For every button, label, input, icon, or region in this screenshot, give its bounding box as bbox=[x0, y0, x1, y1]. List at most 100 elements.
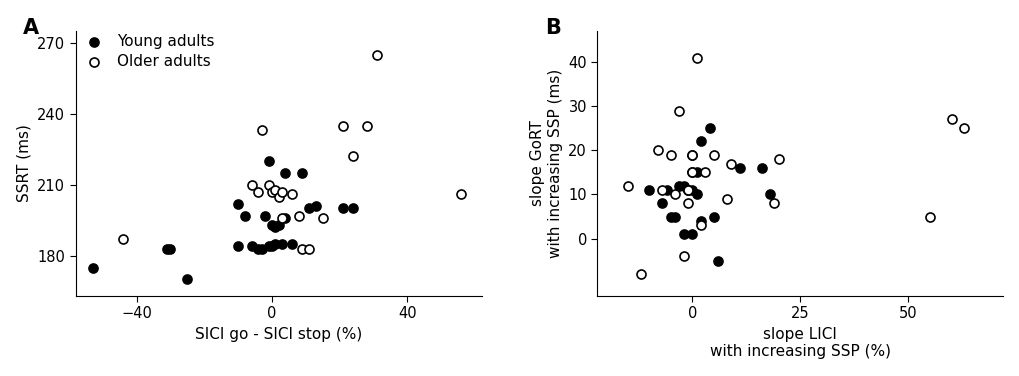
Point bbox=[244, 243, 260, 249]
Point bbox=[657, 187, 674, 193]
Point bbox=[314, 215, 330, 221]
Point bbox=[662, 214, 679, 220]
Point bbox=[257, 212, 273, 218]
Point bbox=[641, 187, 657, 193]
Point bbox=[765, 200, 782, 206]
Point bbox=[277, 215, 293, 221]
Point bbox=[267, 186, 283, 193]
Point bbox=[705, 214, 721, 220]
Point bbox=[270, 194, 286, 200]
Point bbox=[293, 246, 310, 252]
Point bbox=[688, 191, 704, 197]
Point bbox=[680, 200, 696, 206]
Point bbox=[684, 169, 700, 175]
Point bbox=[274, 189, 290, 195]
Point bbox=[705, 152, 721, 158]
Point bbox=[680, 187, 696, 193]
Point bbox=[671, 108, 687, 114]
Point bbox=[267, 224, 283, 230]
Point bbox=[254, 127, 270, 133]
Point bbox=[260, 158, 276, 164]
Point bbox=[179, 276, 196, 282]
Y-axis label: SSRT (ms): SSRT (ms) bbox=[16, 124, 32, 203]
Point bbox=[666, 214, 683, 220]
Point bbox=[264, 243, 280, 249]
Text: A: A bbox=[23, 18, 39, 38]
Point bbox=[250, 246, 266, 252]
Point bbox=[344, 153, 361, 159]
Point bbox=[452, 191, 469, 197]
Point bbox=[684, 152, 700, 158]
Point bbox=[770, 156, 787, 162]
Point bbox=[675, 231, 691, 237]
Point bbox=[675, 183, 691, 189]
Point bbox=[284, 241, 301, 247]
Point bbox=[301, 205, 317, 211]
Point bbox=[680, 187, 696, 193]
Point bbox=[368, 52, 384, 58]
Point bbox=[701, 125, 717, 131]
Point bbox=[308, 203, 324, 209]
Point bbox=[277, 170, 293, 176]
Point bbox=[159, 246, 175, 252]
Point bbox=[115, 236, 131, 242]
Point bbox=[85, 265, 101, 271]
Point bbox=[264, 189, 280, 195]
Point bbox=[284, 191, 301, 197]
Text: B: B bbox=[544, 18, 560, 38]
Point bbox=[244, 182, 260, 188]
Legend: Young adults, Older adults: Young adults, Older adults bbox=[78, 34, 214, 69]
X-axis label: SICI go - SICI stop (%): SICI go - SICI stop (%) bbox=[195, 327, 362, 342]
Point bbox=[293, 170, 310, 176]
Point bbox=[921, 214, 937, 220]
Point bbox=[709, 258, 726, 264]
Point bbox=[260, 243, 276, 249]
Point bbox=[718, 196, 735, 202]
Point bbox=[653, 187, 669, 193]
Y-axis label: slope GoRT
with increasing SSP (ms): slope GoRT with increasing SSP (ms) bbox=[530, 69, 562, 258]
Point bbox=[684, 187, 700, 193]
Point bbox=[761, 191, 777, 197]
Point bbox=[274, 215, 290, 221]
Point bbox=[250, 189, 266, 195]
Point bbox=[692, 138, 708, 144]
Point bbox=[267, 241, 283, 247]
Point bbox=[666, 191, 683, 197]
Point bbox=[684, 231, 700, 237]
Point bbox=[301, 246, 317, 252]
Point bbox=[688, 169, 704, 175]
Point bbox=[753, 165, 769, 171]
Point bbox=[264, 222, 280, 228]
Point bbox=[334, 205, 351, 211]
Point bbox=[697, 169, 713, 175]
Point bbox=[692, 218, 708, 224]
Point bbox=[680, 187, 696, 193]
Point bbox=[619, 183, 635, 189]
Point bbox=[632, 271, 648, 277]
Point bbox=[688, 55, 704, 61]
Point bbox=[671, 183, 687, 189]
Point bbox=[956, 125, 972, 131]
Point bbox=[943, 117, 959, 123]
Point bbox=[236, 212, 253, 218]
Point bbox=[229, 243, 246, 249]
Point bbox=[344, 205, 361, 211]
Point bbox=[684, 169, 700, 175]
Point bbox=[649, 147, 665, 153]
Point bbox=[290, 212, 307, 218]
Point bbox=[692, 222, 708, 228]
Point bbox=[254, 246, 270, 252]
Point bbox=[722, 161, 739, 167]
Point bbox=[260, 182, 276, 188]
Point bbox=[653, 200, 669, 206]
Point bbox=[358, 123, 374, 129]
Point bbox=[229, 201, 246, 207]
Point bbox=[662, 152, 679, 158]
Point bbox=[274, 241, 290, 247]
X-axis label: slope LICI
with increasing SSP (%): slope LICI with increasing SSP (%) bbox=[709, 327, 890, 359]
Point bbox=[162, 246, 178, 252]
Point bbox=[270, 222, 286, 228]
Point bbox=[675, 253, 691, 259]
Point bbox=[334, 123, 351, 129]
Point bbox=[684, 152, 700, 158]
